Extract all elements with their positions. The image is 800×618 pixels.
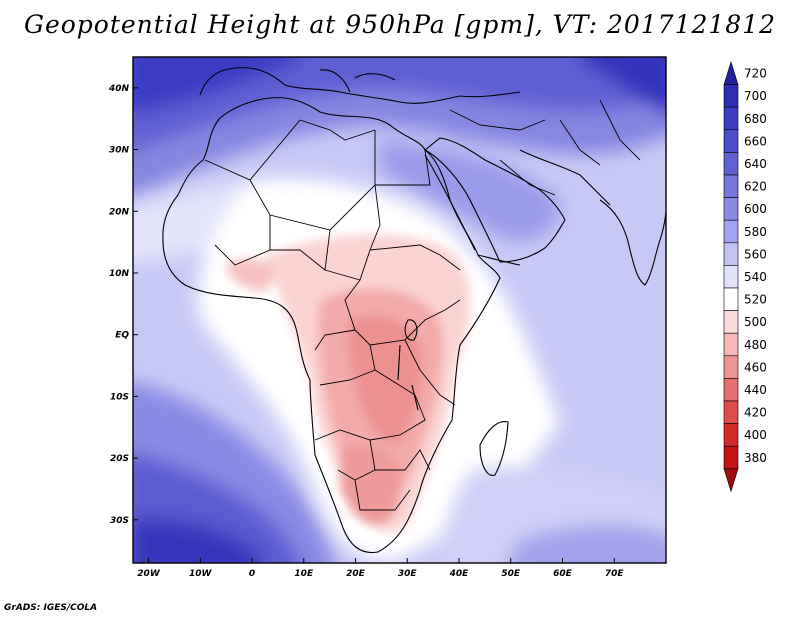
colorbar-swatch <box>723 423 739 447</box>
colorbar-label: 400 <box>744 428 767 442</box>
colorbar-label: 500 <box>744 315 767 329</box>
lat-label: 30N <box>109 146 130 156</box>
colorbar-label: 620 <box>744 180 767 194</box>
colorbar-label: 580 <box>744 225 767 239</box>
colorbar-label: 700 <box>744 89 767 103</box>
latitude-axis: 40N 30N 20N 10N EQ 10S 20S 30S <box>108 84 138 526</box>
colorbar-swatch <box>723 400 739 424</box>
country-borders <box>204 99 641 511</box>
colorbar-swatch <box>723 84 739 108</box>
colorbar-label: 560 <box>744 247 767 261</box>
colorbar-label: 520 <box>744 293 767 307</box>
lon-label: 30E <box>398 569 418 579</box>
colorbar-swatch <box>723 106 739 131</box>
colorbar-swatch <box>723 60 739 85</box>
colorbar-swatch <box>723 445 739 470</box>
colorbar-swatch <box>723 242 739 266</box>
lon-label: 10E <box>294 569 314 579</box>
lon-label: 20E <box>346 569 366 579</box>
colorbar-swatch <box>723 219 739 244</box>
colorbar-label: 460 <box>744 360 767 374</box>
map-frame <box>132 56 667 564</box>
lat-label: EQ <box>115 331 129 341</box>
colorbar-label: 480 <box>744 338 767 352</box>
coastlines <box>162 67 666 554</box>
lat-label: 40N <box>108 84 130 94</box>
colorbar-label: 640 <box>744 157 767 171</box>
credit-label: GrADS: IGES/COLA <box>4 603 98 613</box>
geopotential-field <box>133 57 666 563</box>
colorbar-label: 660 <box>744 134 767 148</box>
colorbar-swatch <box>723 378 739 402</box>
colorbar-label: 420 <box>744 406 767 420</box>
colorbar-swatch <box>723 152 739 176</box>
lat-label: 10N <box>109 269 130 279</box>
colorbar-label: 720 <box>744 67 767 81</box>
lon-label: 10W <box>189 569 213 579</box>
lat-label: 10S <box>110 392 129 402</box>
colorbar-label: 440 <box>744 383 767 397</box>
lat-label: 20N <box>109 207 130 217</box>
colorbar-swatch <box>723 174 739 198</box>
colorbar-swatch <box>723 332 739 357</box>
lon-label: 50E <box>501 569 521 579</box>
lon-label: 0 <box>249 569 255 579</box>
lon-label: 40E <box>449 569 470 579</box>
colorbar-swatch <box>723 287 739 311</box>
colorbar-label: 600 <box>744 202 767 216</box>
lon-label: 70E <box>605 569 625 579</box>
colorbar-swatch <box>723 129 739 153</box>
colorbar-swatch <box>723 468 739 493</box>
colorbar-label: 380 <box>744 451 767 465</box>
colorbar-swatch <box>723 265 739 289</box>
lon-label: 60E <box>553 569 573 579</box>
lat-label: 20S <box>110 454 129 464</box>
colorbar-label: 540 <box>744 270 767 284</box>
colorbar-swatch <box>723 310 739 334</box>
colorbar-swatch <box>723 197 739 221</box>
lat-label: 30S <box>110 516 129 526</box>
lon-label: 20W <box>137 569 161 579</box>
longitude-axis: 20W 10W 0 10E 20E 30E 40E 50E 60E 70E <box>137 558 624 579</box>
colorbar-swatch <box>723 355 739 379</box>
colorbar-label: 680 <box>744 112 767 126</box>
lakes <box>397 319 419 411</box>
colorbar: 720 700 680 660 640 620 600 580 560 540 520 500 480 4… <box>723 60 767 493</box>
map-title: Geopotential Height at 950hPa [gpm], VT:… <box>23 10 777 39</box>
